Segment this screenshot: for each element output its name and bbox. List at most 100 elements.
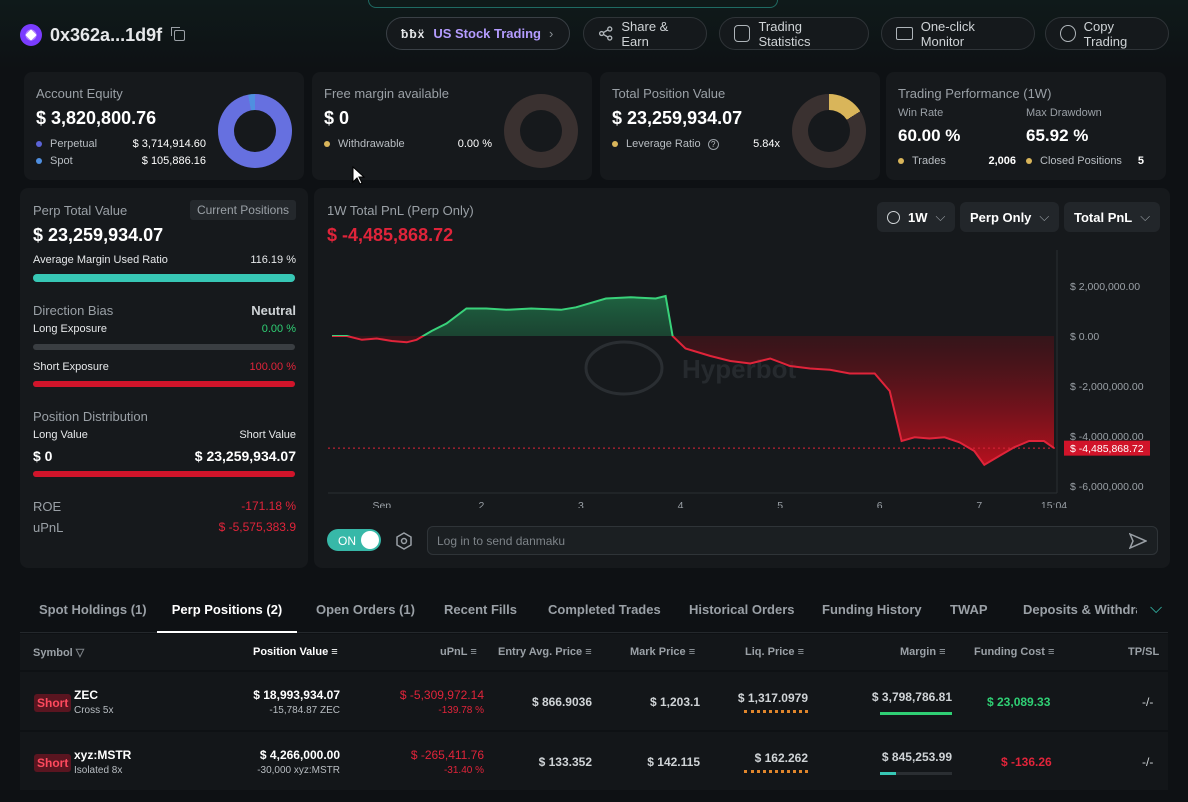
long-exposure-bar <box>33 344 295 350</box>
metric-dropdown[interactable]: Total PnL ⌵ <box>1064 202 1161 232</box>
pnl-area-negative <box>332 336 1054 465</box>
upnl-pct: -139.78 % <box>438 705 484 716</box>
copy-trading-button[interactable]: Copy Trading <box>1045 17 1169 50</box>
spot-row: Spot $ 105,886.16 <box>36 155 206 167</box>
tab-perp-positions[interactable]: Perp Positions (2) <box>157 590 297 633</box>
side-badge: Short <box>34 754 72 772</box>
trades-dot <box>898 158 904 165</box>
side-badge: Short <box>34 694 72 712</box>
y-tick-label: $ -4,000,000.00 <box>1070 431 1144 443</box>
send-icon[interactable] <box>1129 533 1147 549</box>
col-symbol[interactable]: Symbol ▽ <box>33 647 85 659</box>
copy-icon[interactable] <box>171 26 186 41</box>
perpetual-value: $ 3,714,914.60 <box>132 138 206 150</box>
sort-icon: ≡ <box>331 646 338 658</box>
col-funding-cost[interactable]: Funding Cost ≡ <box>974 646 1055 658</box>
col-entry-price[interactable]: Entry Avg. Price ≡ <box>498 646 592 658</box>
liq-risk-indicator <box>744 710 808 713</box>
total-position-label: Total Position Value <box>612 86 726 101</box>
share-earn-button[interactable]: Share & Earn <box>583 17 707 50</box>
upnl: $ -5,309,972.14 <box>399 688 484 702</box>
copy-trading-label: Copy Trading <box>1083 18 1128 49</box>
perpetual-dot <box>36 141 42 148</box>
withdrawable-row: Withdrawable 0.00 % <box>324 138 492 150</box>
trades-row: Trades 2,006 <box>898 155 1016 167</box>
upnl-label: uPnL <box>33 520 64 535</box>
toggle-label: ON <box>338 534 356 548</box>
mouse-cursor-icon <box>352 166 366 185</box>
share-label: Share & Earn <box>621 18 669 49</box>
chevron-down-icon[interactable]: ⌵ <box>1150 600 1163 617</box>
funding-cost: $ -136.26 <box>1001 755 1052 769</box>
tab-recent-fills[interactable]: Recent Fills <box>444 602 517 617</box>
col-tpsl: TP/SL <box>1128 646 1160 658</box>
toggle-knob <box>361 531 379 549</box>
free-margin-donut <box>504 94 578 168</box>
filter-icon: ▽ <box>75 647 85 659</box>
equity-donut <box>218 94 292 168</box>
scope-dropdown[interactable]: Perp Only ⌵ <box>960 202 1060 232</box>
tab-deposits-withdraw[interactable]: Deposits & Withdraw <box>1023 602 1137 617</box>
tab-spot-holdings[interactable]: Spot Holdings (1) <box>39 602 147 617</box>
settings-icon[interactable] <box>395 532 413 550</box>
table-row[interactable]: Short ZEC Cross 5x $ 18,993,934.07 -15,7… <box>20 672 1168 730</box>
tpsl[interactable]: -/- <box>1142 755 1154 769</box>
tab-historical-orders[interactable]: Historical Orders <box>689 602 795 617</box>
entry-price: $ 133.352 <box>538 755 592 769</box>
chart-title: 1W Total PnL (Perp Only) <box>327 203 474 218</box>
x-tick-label: 2 <box>478 500 484 508</box>
tpsl[interactable]: -/- <box>1142 695 1154 709</box>
y-tick-label: $ -6,000,000.00 <box>1070 481 1144 493</box>
position-donut <box>792 94 866 168</box>
short-exposure-bar <box>33 381 295 387</box>
wallet-address: 0x362a...1d9f <box>20 24 186 46</box>
short-value-label: Short Value <box>239 429 296 441</box>
sort-icon: ≡ <box>797 646 805 658</box>
danmaku-input[interactable]: Log in to send danmaku <box>427 526 1158 555</box>
liq-price: $ 162.262 <box>754 751 808 765</box>
free-margin-label: Free margin available <box>324 86 450 101</box>
y-tick-label: $ 0.00 <box>1070 331 1099 343</box>
x-tick-label: Sep <box>372 500 391 508</box>
us-stock-button[interactable]: ƀƀẍ US Stock Trading › <box>386 17 570 50</box>
tab-completed-trades[interactable]: Completed Trades <box>548 602 661 617</box>
table-header: Symbol ▽ Position Value ≡ uPnL ≡ Entry A… <box>20 634 1168 670</box>
spot-label: Spot <box>50 155 73 167</box>
help-icon[interactable]: ? <box>707 139 719 150</box>
col-liq-price[interactable]: Liq. Price ≡ <box>745 646 805 658</box>
roe-value: -171.18 % <box>241 499 296 513</box>
pnl-chart-panel: 1W Total PnL (Perp Only) $ -4,485,868.72… <box>314 188 1170 568</box>
withdrawable-dot <box>324 141 330 148</box>
table-row[interactable]: Short xyz:MSTR Isolated 8x $ 4,266,000.0… <box>20 732 1168 790</box>
current-value-tag: $ -4,485,868.72 <box>1064 440 1150 456</box>
symbol[interactable]: ZEC <box>74 688 98 702</box>
trading-stats-button[interactable]: Trading Statistics <box>719 17 869 50</box>
monitor-icon <box>896 27 913 40</box>
us-stock-label: US Stock Trading <box>433 26 541 41</box>
sort-icon: ≡ <box>585 646 592 658</box>
margin-ratio-label: Average Margin Used Ratio <box>33 254 168 266</box>
tab-funding-history[interactable]: Funding History <box>822 602 922 617</box>
range-dropdown[interactable]: 1W ⌵ <box>877 202 956 232</box>
positions-tabs: Spot Holdings (1) Perp Positions (2) Ope… <box>20 590 1168 633</box>
col-upnl[interactable]: uPnL ≡ <box>440 646 477 658</box>
danmaku-toggle[interactable]: ON <box>327 529 381 551</box>
liq-risk-indicator <box>744 770 808 773</box>
col-position-value[interactable]: Position Value ≡ <box>253 646 338 658</box>
perp-total-value: $ 23,259,934.07 <box>33 225 164 245</box>
monitor-button[interactable]: One-click Monitor <box>881 17 1035 50</box>
upnl-value: $ -5,575,383.9 <box>218 520 296 534</box>
col-margin[interactable]: Margin ≡ <box>900 646 946 658</box>
spot-dot <box>36 158 42 165</box>
danmaku-placeholder: Log in to send danmaku <box>437 534 566 548</box>
leverage-value: 5.84x <box>753 138 780 150</box>
current-positions-button[interactable]: Current Positions <box>189 200 296 220</box>
symbol[interactable]: xyz:MSTR <box>74 748 132 762</box>
tab-open-orders[interactable]: Open Orders (1) <box>316 602 415 617</box>
leverage-dot <box>612 141 618 148</box>
perpetual-row: Perpetual $ 3,714,914.60 <box>36 138 206 150</box>
col-mark-price[interactable]: Mark Price ≡ <box>630 646 696 658</box>
margin: $ 3,798,786.81 <box>871 690 952 704</box>
tab-twap[interactable]: TWAP <box>950 602 988 617</box>
margin-ratio-bar <box>33 274 295 282</box>
